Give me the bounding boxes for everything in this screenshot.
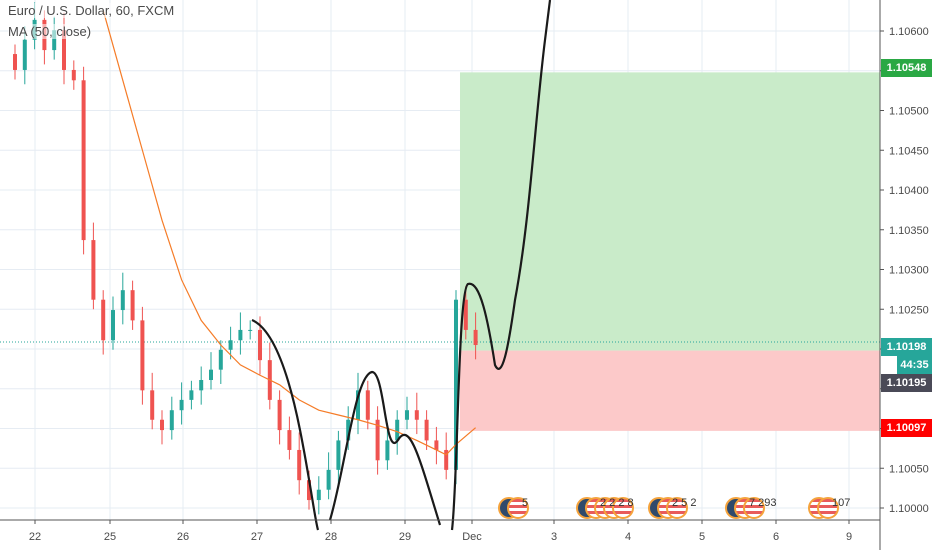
candle-body <box>111 310 115 341</box>
event-count: 2 5 2 <box>672 497 697 509</box>
price-tick-label: 1.10250 <box>889 304 929 316</box>
candle-body <box>218 349 223 370</box>
candle-body <box>434 440 439 450</box>
candle-body <box>140 320 145 391</box>
event-count: 2 2 2 8 <box>600 497 634 509</box>
ma-line <box>102 10 476 456</box>
time-tick-label: 27 <box>251 531 263 543</box>
time-tick-label: 29 <box>399 531 411 543</box>
candle-body <box>22 39 27 70</box>
price-tick-label: 1.10050 <box>889 463 929 475</box>
candle-body <box>395 419 400 441</box>
candle-body <box>346 419 351 441</box>
price-tick-label: 1.10450 <box>889 145 929 157</box>
event-count: 5 <box>522 497 529 509</box>
chart-title: Euro / U.S. Dollar, 60, FXCM <box>8 3 175 18</box>
candle-body <box>454 299 458 470</box>
stop-price-label: 1.10097 <box>881 419 932 437</box>
us-flag-icon <box>612 497 634 519</box>
candle-body <box>336 440 341 470</box>
candle-body <box>307 480 311 501</box>
candle-body <box>258 329 262 361</box>
event-count: 7 293 <box>749 497 777 509</box>
time-tick-label: 28 <box>325 531 337 543</box>
target-price-label: 1.10548 <box>881 59 932 77</box>
candle-body <box>326 469 331 490</box>
indicator-label[interactable]: MA (50, close) <box>8 24 92 39</box>
candle-body <box>169 410 174 431</box>
candle-body <box>277 399 282 431</box>
candle-body <box>199 380 204 391</box>
candle-body <box>463 299 468 330</box>
candle-body <box>414 410 419 420</box>
time-tick-label: 25 <box>104 531 116 543</box>
candle-body <box>179 399 184 411</box>
us-flag-icon <box>817 497 839 519</box>
candle-body <box>52 30 57 51</box>
stop-zone[interactable] <box>460 350 880 431</box>
candle-body <box>160 419 164 431</box>
last-price-label: 1.10198 <box>881 338 932 356</box>
price-tick-label: 1.10500 <box>889 106 929 118</box>
candle-body <box>385 440 390 461</box>
candle-body <box>189 390 194 400</box>
time-axis[interactable]: 22 25 26 27 28 29 Dec 3 4 5 6 9 <box>29 520 852 543</box>
candle-body <box>13 54 17 70</box>
time-tick-label: 22 <box>29 531 41 543</box>
candle-body <box>297 449 302 481</box>
price-axis[interactable]: 1.10600 1.10500 1.10450 1.10400 1.10350 1.103… <box>880 26 929 515</box>
candle-body <box>81 80 86 241</box>
candle-body <box>375 419 380 461</box>
candle-body <box>209 369 213 381</box>
candle-body <box>101 299 106 341</box>
event-count: 107 <box>832 497 851 509</box>
countdown-label: 44:35 <box>897 356 932 374</box>
candle-body <box>444 449 449 470</box>
candle-body <box>365 390 370 420</box>
us-flag-icon <box>666 497 688 519</box>
candle-body <box>62 30 66 70</box>
us-flag-icon <box>507 497 529 519</box>
price-tick-label: 1.10400 <box>889 185 929 197</box>
time-tick-label: 3 <box>551 531 557 543</box>
candle-body <box>287 430 292 450</box>
candle-body <box>120 290 125 311</box>
time-tick-label: 26 <box>177 531 189 543</box>
price-tick-label: 1.10000 <box>889 503 929 515</box>
candle-body <box>356 390 360 420</box>
time-tick-label: 5 <box>699 531 705 543</box>
candle-body <box>424 419 429 441</box>
projection-drawing[interactable] <box>251 0 552 531</box>
time-tick-label: Dec <box>462 531 482 543</box>
candle-body <box>91 240 96 300</box>
candle-body <box>405 410 409 420</box>
us-flag-icon <box>743 497 765 519</box>
candle-body <box>316 489 321 501</box>
candle-body <box>150 390 155 420</box>
time-tick-label: 6 <box>773 531 779 543</box>
entry-price-label: 1.10195 <box>881 374 932 392</box>
candle-body <box>228 340 233 350</box>
candle-body <box>473 329 478 346</box>
price-tick-label: 1.10600 <box>889 26 929 38</box>
price-tick-label: 1.10350 <box>889 225 929 237</box>
target-zone[interactable] <box>460 72 880 351</box>
candle-body <box>130 290 135 321</box>
time-tick-label: 4 <box>625 531 631 543</box>
candle-body <box>238 329 243 341</box>
candle-body <box>71 69 76 81</box>
price-tick-label: 1.10300 <box>889 265 929 277</box>
time-tick-label: 9 <box>846 531 852 543</box>
candle-body <box>248 329 253 331</box>
